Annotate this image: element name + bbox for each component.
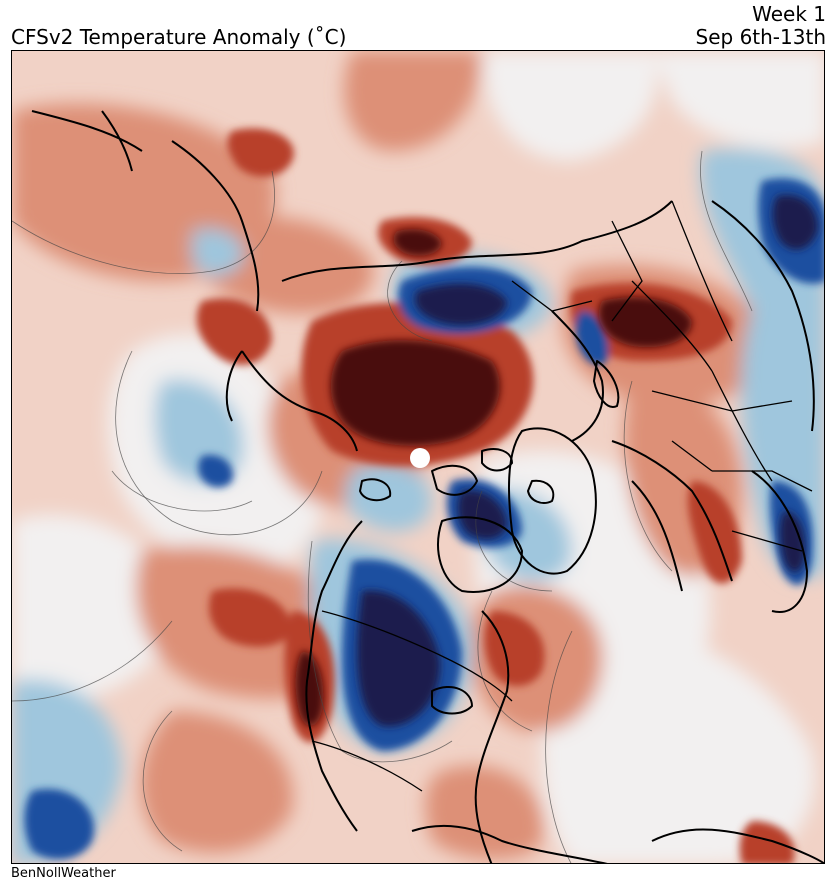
date-range: Sep 6th-13th <box>695 25 826 49</box>
coastline <box>431 464 478 496</box>
extreme-cold-anomaly-region <box>772 195 818 250</box>
coastline <box>225 350 243 422</box>
border-line <box>671 200 733 342</box>
extreme-cold-anomaly-region <box>357 590 441 727</box>
border-line <box>611 220 643 322</box>
north-pole-marker <box>410 448 430 468</box>
coastline <box>171 140 260 312</box>
coastline <box>527 479 555 504</box>
extreme-cold-anomaly-region <box>457 490 507 540</box>
contour-line <box>142 710 183 852</box>
credit-label: BenNollWeather <box>11 866 116 881</box>
coastline <box>481 448 513 472</box>
extreme-warm-anomaly-region <box>598 297 692 348</box>
contour-line <box>307 540 453 763</box>
strong-warm-anomaly-region <box>484 611 545 686</box>
coastline <box>751 470 808 613</box>
contour-line <box>111 470 253 512</box>
cool-anomaly-region <box>154 379 244 484</box>
coastline <box>101 110 133 172</box>
contour-line <box>115 350 323 536</box>
coastlines <box>31 110 824 863</box>
border-line <box>731 530 803 552</box>
extreme-cold-anomaly-region <box>779 511 806 573</box>
coastline <box>631 480 683 592</box>
coastline <box>551 310 604 442</box>
coastline <box>593 360 620 408</box>
forecast-period: Week 1 Sep 6th-13th <box>696 3 826 49</box>
map-title: CFSv2 Temperature Anomaly (˚C) <box>11 25 347 49</box>
neutral-anomaly-region <box>652 51 824 149</box>
contour-line <box>12 620 173 702</box>
contour-line <box>623 380 673 572</box>
warm-anomaly-region <box>140 711 294 853</box>
coastline <box>651 828 824 863</box>
contour-line <box>12 170 275 274</box>
coastline <box>711 200 815 432</box>
extreme-cold-anomaly-region <box>414 283 507 326</box>
strong-warm-anomaly-region <box>739 821 795 863</box>
contour-line <box>475 490 553 592</box>
extreme-warm-anomaly-region <box>393 229 442 256</box>
coastline <box>31 110 143 152</box>
coastline <box>474 610 510 863</box>
coastline <box>508 427 597 575</box>
coastline <box>437 516 523 593</box>
contour-lines <box>12 150 753 863</box>
anomaly-map <box>11 50 825 864</box>
border-line <box>321 610 513 702</box>
contour-line <box>387 260 433 342</box>
border-line <box>651 390 793 412</box>
extreme-warm-anomaly-region <box>295 651 324 726</box>
border-line <box>511 280 593 312</box>
coastline <box>281 200 673 282</box>
neutral-anomaly-region <box>12 514 174 701</box>
coastline <box>241 350 358 452</box>
anomaly-field-extremes <box>295 195 818 727</box>
week-label: Week 1 <box>752 2 826 26</box>
warm-anomaly-region <box>425 765 544 859</box>
strong-cold-anomaly-region <box>575 311 609 365</box>
warm-anomaly-region <box>344 51 482 151</box>
border-line <box>631 280 713 372</box>
neutral-anomaly-region <box>482 51 658 161</box>
coastline <box>359 478 392 502</box>
strong-warm-anomaly-region <box>227 128 294 177</box>
strong-cold-anomaly-region <box>24 789 94 860</box>
neutral-anomaly-region <box>542 627 816 863</box>
coastline <box>305 520 363 832</box>
strong-cold-anomaly-region <box>198 455 233 488</box>
anomaly-map-svg <box>12 51 824 863</box>
border-line <box>311 740 423 792</box>
coastline <box>431 686 473 715</box>
political-borders <box>311 200 813 792</box>
strong-warm-anomaly-region <box>196 298 272 365</box>
coastline <box>611 440 733 582</box>
strong-warm-anomaly-region <box>209 588 292 647</box>
contour-line <box>545 630 573 863</box>
border-line <box>671 440 713 472</box>
cool-anomaly-region <box>192 228 244 276</box>
border-line <box>712 470 813 492</box>
extreme-warm-anomaly-region <box>330 340 500 446</box>
contour-line <box>700 150 753 312</box>
coastline <box>411 824 608 863</box>
